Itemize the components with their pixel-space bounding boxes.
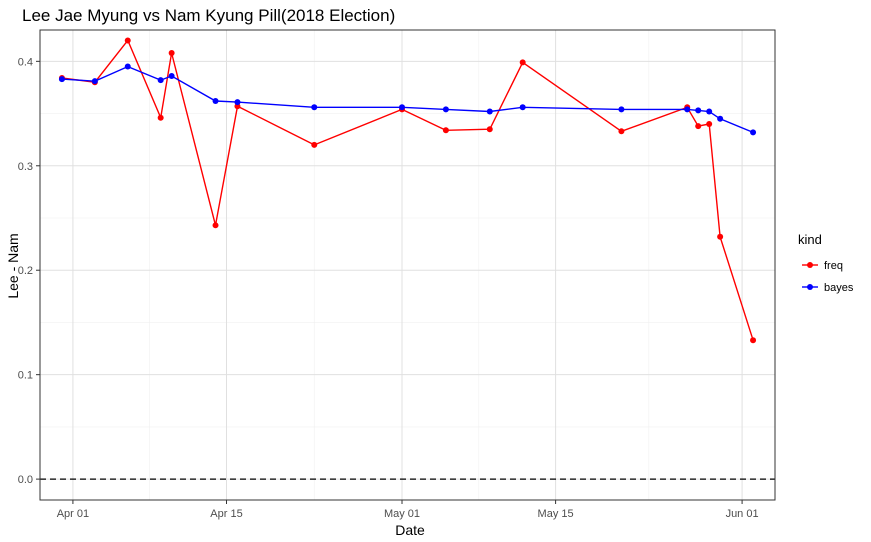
data-point-freq — [618, 128, 625, 135]
data-point-bayes — [717, 115, 724, 122]
data-point-bayes — [157, 77, 164, 84]
data-point-bayes — [519, 104, 526, 111]
legend-title: kind — [798, 232, 822, 247]
data-point-bayes — [168, 72, 175, 79]
x-tick-label: May 01 — [384, 508, 420, 520]
data-point-bayes — [212, 98, 219, 105]
series-bayes — [58, 63, 757, 136]
legend: kind freq bayes — [798, 232, 854, 294]
major-gridlines — [40, 30, 775, 500]
y-axis-title: Lee - Nam — [5, 233, 21, 298]
legend-key-point — [807, 284, 813, 290]
data-point-bayes — [618, 106, 625, 113]
y-tick-label: 0.4 — [18, 56, 33, 68]
data-point-freq — [486, 126, 493, 133]
data-point-freq — [168, 49, 175, 56]
data-point-bayes — [706, 108, 713, 115]
y-tick-label: 0.0 — [18, 474, 33, 486]
x-tick-label: Apr 15 — [210, 508, 242, 520]
data-point-bayes — [58, 76, 65, 83]
y-tick-label: 0.2 — [18, 265, 33, 277]
y-axis: 0.0 0.1 0.2 0.3 0.4 — [18, 56, 40, 486]
data-point-bayes — [234, 99, 241, 106]
data-point-freq — [442, 127, 449, 134]
x-tick-label: Apr 01 — [57, 508, 89, 520]
data-point-freq — [311, 141, 318, 148]
data-point-freq — [124, 37, 131, 44]
legend-item-freq: freq — [802, 260, 843, 272]
legend-label: bayes — [824, 282, 854, 294]
y-tick-label: 0.1 — [18, 370, 33, 382]
data-point-bayes — [442, 106, 449, 113]
legend-item-bayes: bayes — [802, 282, 854, 294]
legend-key-point — [807, 262, 813, 268]
x-axis-title: Date — [395, 522, 425, 538]
legend-label: freq — [824, 260, 843, 272]
chart-title: Lee Jae Myung vs Nam Kyung Pill(2018 Ele… — [22, 6, 395, 25]
data-point-bayes — [486, 108, 493, 115]
data-point-bayes — [695, 107, 702, 114]
data-point-freq — [212, 222, 219, 229]
data-point-freq — [519, 59, 526, 66]
data-point-bayes — [399, 104, 406, 111]
data-point-bayes — [91, 78, 98, 85]
plot-border — [39, 29, 776, 501]
data-point-bayes — [124, 63, 131, 70]
data-point-freq — [695, 123, 702, 130]
data-point-bayes — [684, 106, 691, 113]
data-point-freq — [717, 233, 724, 240]
data-point-freq — [157, 114, 164, 121]
y-tick-label: 0.3 — [18, 161, 33, 173]
data-point-freq — [750, 337, 757, 344]
data-point-freq — [234, 103, 241, 110]
x-axis: Apr 01 Apr 15 May 01 May 15 Jun 01 — [57, 500, 759, 520]
x-tick-label: May 15 — [538, 508, 574, 520]
plot-panel — [39, 29, 776, 501]
data-point-bayes — [750, 129, 757, 136]
data-point-freq — [706, 121, 713, 127]
series-layer — [58, 37, 757, 344]
x-tick-label: Jun 01 — [726, 508, 759, 520]
data-point-bayes — [311, 104, 318, 111]
